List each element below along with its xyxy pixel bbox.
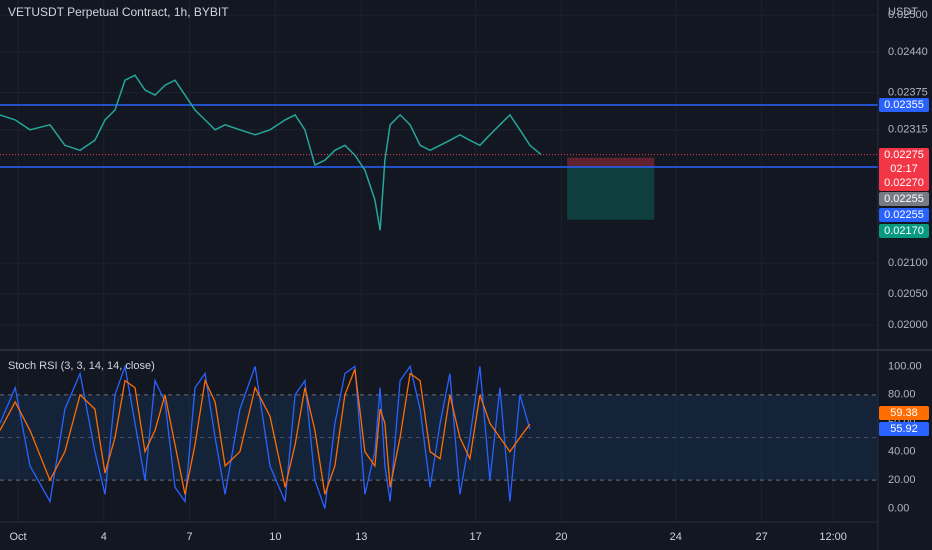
stoch-line — [0, 368, 531, 495]
time-tick-label: 27 — [755, 531, 767, 543]
level-label-box — [879, 208, 929, 222]
currency: USDT — [888, 6, 918, 18]
level-label: 0.02255 — [884, 209, 924, 221]
stop-label: 0.02270 — [884, 177, 924, 189]
stoch-tick-label: 20.00 — [888, 474, 916, 486]
last-price-box — [879, 148, 929, 191]
time-tick-label: Oct — [9, 531, 26, 543]
time-tick-label: 20 — [555, 531, 567, 543]
countdown-label: 02:17 — [890, 163, 918, 175]
stoch-d-label: 59.38 — [890, 407, 918, 419]
target-zone — [567, 167, 655, 220]
price-tick-label: 0.02050 — [888, 288, 928, 300]
price-tick-label: 0.02100 — [888, 257, 928, 269]
price-tick-label: 0.02440 — [888, 46, 928, 58]
level-label-box — [879, 98, 929, 113]
stoch-tick-label: 100.00 — [888, 360, 922, 372]
time-tick-label: 4 — [101, 531, 107, 543]
entry-label-box — [879, 192, 929, 206]
stoch-k-label-box — [879, 422, 929, 436]
price-line — [0, 74, 542, 231]
stoch-d-label-box — [879, 406, 929, 420]
chart-title: VETUSDT Perpetual Contract, 1h, BYBIT — [8, 5, 229, 19]
time-tick-label: 17 — [469, 531, 481, 543]
price-tick-label: 0.02000 — [888, 319, 928, 331]
stoch-line — [0, 363, 531, 509]
target-label-box — [879, 224, 929, 238]
time-tick-label: 24 — [670, 531, 682, 543]
stoch-tick-label: 40.00 — [888, 446, 916, 458]
level-label: 0.02355 — [884, 99, 924, 111]
price-tick-label: 0.02375 — [888, 87, 928, 99]
target-label: 0.02170 — [884, 225, 924, 237]
time-tick-label: 13 — [355, 531, 367, 543]
stoch-tick-label: 0.00 — [888, 503, 909, 515]
time-tick-label: 12:00 — [819, 531, 847, 543]
price-tick-label: 0.02315 — [888, 124, 928, 136]
stoch-tick-label: 80.00 — [888, 389, 916, 401]
entry-label: 0.02255 — [884, 193, 924, 205]
time-tick-label: 10 — [269, 531, 281, 543]
stoch-k-label: 55.92 — [890, 423, 918, 435]
indicator-title: Stoch RSI (3, 3, 14, 14, close) — [8, 360, 155, 372]
last-price-label: 0.02275 — [884, 149, 924, 161]
time-tick-label: 7 — [187, 531, 193, 543]
stop-zone — [567, 157, 655, 168]
price-tick-label: 0.02500 — [888, 9, 928, 21]
